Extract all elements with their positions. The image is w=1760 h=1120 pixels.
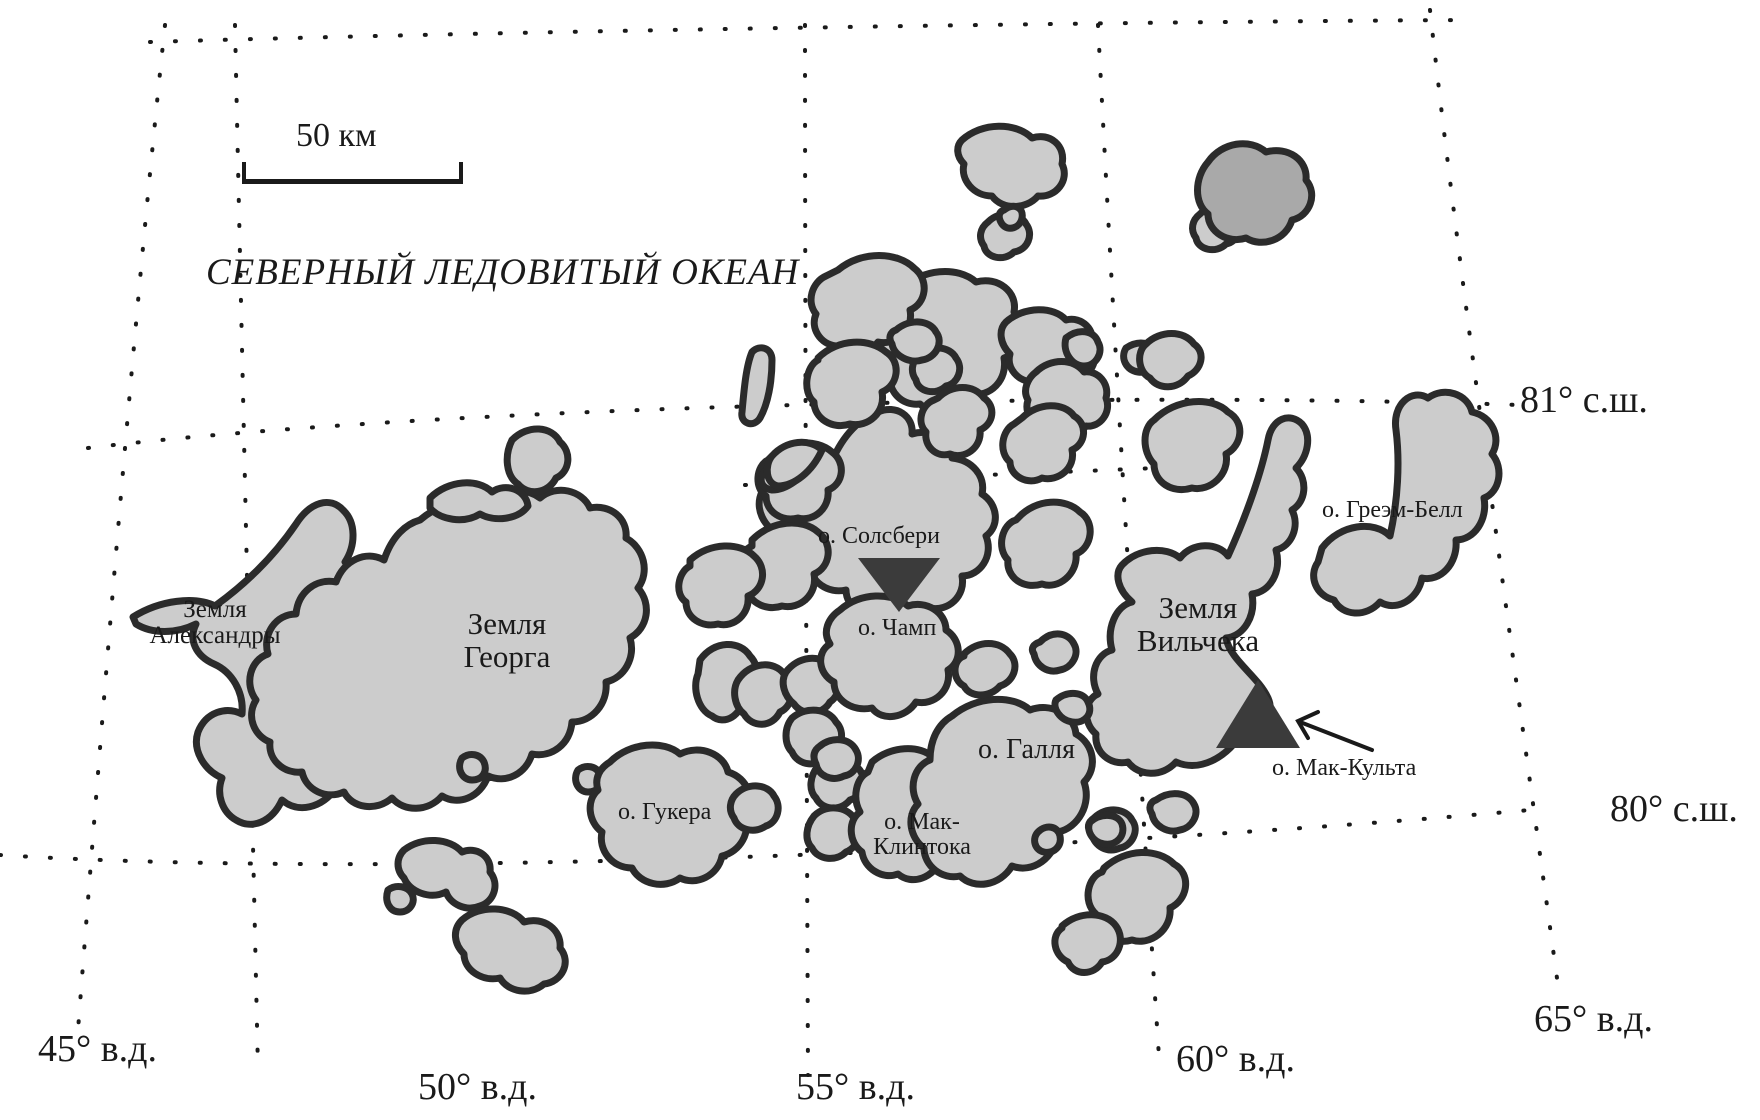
champ-site-marker-triangle[interactable] (858, 558, 940, 612)
land-se-2 (1051, 911, 1124, 976)
land-mid-west-2 (917, 384, 996, 459)
land-tiny-1 (383, 883, 417, 916)
land-ne-2 (1136, 330, 1205, 391)
land-se-4 (1146, 790, 1200, 835)
land-layer (129, 122, 1503, 995)
land-small-sw-2 (452, 905, 569, 995)
land-champ-sw-lobe (675, 542, 766, 629)
land-tiny-2 (456, 751, 489, 784)
land-mid-west (803, 338, 900, 429)
land-thin-north-2 (995, 202, 1026, 232)
mccullagh-site-marker-triangle[interactable] (1216, 680, 1300, 748)
land-thin-ne-sal (886, 318, 943, 365)
land-chain-6 (803, 804, 864, 862)
mccullagh-pointer-arrow (1295, 710, 1374, 752)
land-mid-gap-3 (1051, 690, 1094, 726)
land-chain-2 (731, 661, 796, 728)
land-tiny-hooker-e2 (810, 736, 862, 782)
meridian-65 (1428, 8, 1562, 1002)
land-tiny-hooker-e (726, 782, 782, 834)
marker-layer (858, 558, 1374, 752)
land-champ (817, 592, 962, 720)
land-georga-ne-lobe (426, 479, 532, 524)
land-tiny-bottom-1 (1031, 823, 1064, 856)
meridian-45 (76, 23, 167, 1032)
land-mid-gap-2 (951, 640, 1019, 699)
land-hall (907, 695, 1096, 888)
land-central-6 (999, 402, 1087, 485)
land-thin-north (738, 344, 776, 428)
land-sw-of-salisbury (763, 438, 826, 490)
land-zemlya-georga (246, 486, 650, 812)
land-north-4-dark (1194, 140, 1316, 246)
land-small-north-1 (503, 425, 572, 496)
scale-bar (242, 162, 463, 184)
land-north-1 (954, 122, 1068, 210)
land-hooker (586, 741, 753, 888)
land-east-of-salisbury (998, 498, 1094, 589)
land-mid-gap-1 (1028, 630, 1080, 675)
land-zemlya-vilcheka (1083, 414, 1312, 777)
land-small-sw-1 (394, 836, 499, 912)
land-se-5 (1085, 812, 1127, 848)
land-ne-1 (1141, 398, 1244, 493)
land-graham-bell (1310, 388, 1503, 617)
land-tiny-mid-1 (1061, 328, 1104, 370)
